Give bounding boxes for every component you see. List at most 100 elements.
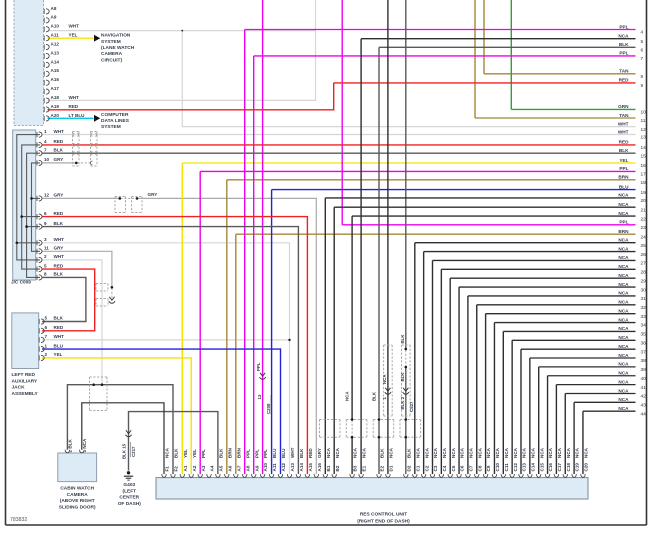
svg-text:13: 13	[641, 135, 647, 141]
svg-text:22: 22	[641, 216, 647, 222]
svg-text:30: 30	[641, 287, 647, 293]
svg-text:26: 26	[641, 252, 647, 258]
svg-text:G403: G403	[123, 482, 135, 488]
svg-text:BRN: BRN	[227, 447, 232, 458]
svg-text:1: 1	[44, 129, 47, 134]
svg-text:BLK 2: BLK 2	[400, 396, 405, 409]
svg-text:WHT: WHT	[290, 447, 295, 458]
svg-text:WHT: WHT	[69, 95, 80, 100]
svg-text:NCA: NCA	[618, 397, 629, 402]
svg-text:NCA: NCA	[442, 447, 447, 458]
svg-text:C15: C15	[539, 463, 544, 472]
svg-text:CABIN WATCH: CABIN WATCH	[60, 486, 94, 492]
svg-text:C6: C6	[460, 465, 465, 471]
svg-text:GRY: GRY	[54, 193, 64, 198]
svg-text:E1: E1	[362, 465, 367, 471]
svg-text:A16: A16	[51, 77, 60, 82]
svg-text:WHT: WHT	[618, 129, 629, 134]
svg-text:C5: C5	[451, 465, 456, 471]
svg-text:(LANE WATCH: (LANE WATCH	[101, 45, 135, 51]
svg-text:8: 8	[641, 74, 644, 80]
svg-text:6: 6	[641, 48, 644, 54]
svg-text:PPL: PPL	[619, 24, 628, 29]
svg-text:A15: A15	[308, 463, 313, 472]
svg-text:BRN: BRN	[618, 229, 629, 234]
svg-text:RED: RED	[308, 448, 313, 458]
svg-text:E2: E2	[380, 465, 385, 471]
svg-text:6: 6	[44, 211, 47, 216]
svg-text:PPL: PPL	[619, 220, 628, 225]
svg-text:A15: A15	[51, 68, 60, 73]
svg-text:COMPUTER: COMPUTER	[101, 112, 129, 118]
svg-text:14: 14	[641, 145, 647, 151]
svg-text:YEL: YEL	[54, 352, 63, 357]
svg-text:NCA: NCA	[618, 362, 629, 367]
svg-text:BRN: BRN	[618, 175, 629, 180]
svg-text:RED: RED	[619, 78, 630, 83]
svg-text:PPL: PPL	[619, 166, 628, 171]
svg-text:28: 28	[641, 270, 647, 276]
svg-text:35: 35	[641, 332, 647, 338]
svg-text:SYSTEM: SYSTEM	[101, 124, 121, 130]
svg-text:WHT: WHT	[618, 121, 629, 126]
svg-text:NCA: NCA	[618, 202, 629, 207]
svg-text:NCA: NCA	[618, 379, 629, 384]
svg-text:DATA LINES: DATA LINES	[101, 118, 130, 124]
svg-text:WHT: WHT	[54, 254, 65, 259]
svg-text:NAVIGATION: NAVIGATION	[101, 33, 131, 39]
svg-text:A9: A9	[254, 465, 259, 471]
svg-text:AUXILIARY: AUXILIARY	[12, 378, 38, 384]
svg-text:29: 29	[641, 278, 647, 284]
svg-text:9: 9	[44, 221, 47, 226]
svg-text:NCA: NCA	[557, 447, 562, 458]
svg-text:NCA: NCA	[451, 447, 456, 458]
svg-text:BLK: BLK	[299, 448, 304, 458]
svg-text:C527: C527	[409, 401, 414, 412]
svg-text:(LEFT: (LEFT	[123, 488, 137, 494]
svg-text:36: 36	[641, 340, 647, 346]
svg-text:BLK: BLK	[174, 448, 179, 458]
svg-text:NCA: NCA	[618, 317, 629, 322]
svg-text:NCA: NCA	[460, 447, 465, 458]
svg-text:NCA: NCA	[618, 335, 629, 340]
svg-text:C208: C208	[266, 403, 271, 414]
svg-text:7: 7	[641, 56, 644, 62]
svg-text:31: 31	[641, 296, 647, 302]
svg-text:(ABOVE RIGHT: (ABOVE RIGHT	[60, 498, 95, 504]
svg-text:NCA: NCA	[584, 447, 589, 458]
svg-text:NCA: NCA	[165, 447, 170, 458]
svg-text:GRN: GRN	[618, 104, 629, 109]
svg-text:NCA: NCA	[618, 308, 629, 313]
svg-text:17: 17	[641, 172, 647, 178]
svg-text:20: 20	[641, 198, 647, 204]
svg-text:NCA: NCA	[495, 447, 500, 458]
svg-text:GRY: GRY	[54, 157, 64, 162]
svg-text:783832: 783832	[10, 517, 27, 523]
svg-text:A8: A8	[51, 6, 57, 11]
svg-text:RED: RED	[619, 140, 630, 145]
svg-text:NCA: NCA	[486, 447, 491, 458]
svg-text:44: 44	[641, 411, 647, 417]
svg-text:27: 27	[641, 261, 647, 267]
svg-text:LEFT RED: LEFT RED	[12, 372, 36, 378]
svg-text:2: 2	[44, 254, 47, 259]
svg-text:NCA: NCA	[618, 255, 629, 260]
svg-text:1 NCA: 1 NCA	[82, 438, 87, 452]
svg-text:A11: A11	[51, 33, 60, 38]
svg-text:NCA: NCA	[618, 388, 629, 393]
svg-text:BLK: BLK	[371, 391, 376, 401]
svg-text:WHT: WHT	[69, 24, 80, 29]
svg-text:C17: C17	[557, 463, 562, 472]
svg-text:GRY: GRY	[317, 448, 322, 458]
svg-text:A17: A17	[51, 86, 60, 91]
svg-text:RED: RED	[54, 211, 64, 216]
svg-text:5: 5	[641, 39, 644, 45]
svg-text:24: 24	[641, 234, 647, 240]
svg-text:2 BLK: 2 BLK	[68, 439, 73, 453]
svg-text:NCA: NCA	[539, 447, 544, 458]
svg-text:BLK: BLK	[54, 316, 64, 321]
svg-text:WHT: WHT	[54, 237, 65, 242]
svg-text:RED: RED	[54, 325, 64, 330]
svg-text:(RIGHT END OF DASH): (RIGHT END OF DASH)	[357, 518, 410, 524]
svg-text:NCA: NCA	[389, 447, 394, 458]
